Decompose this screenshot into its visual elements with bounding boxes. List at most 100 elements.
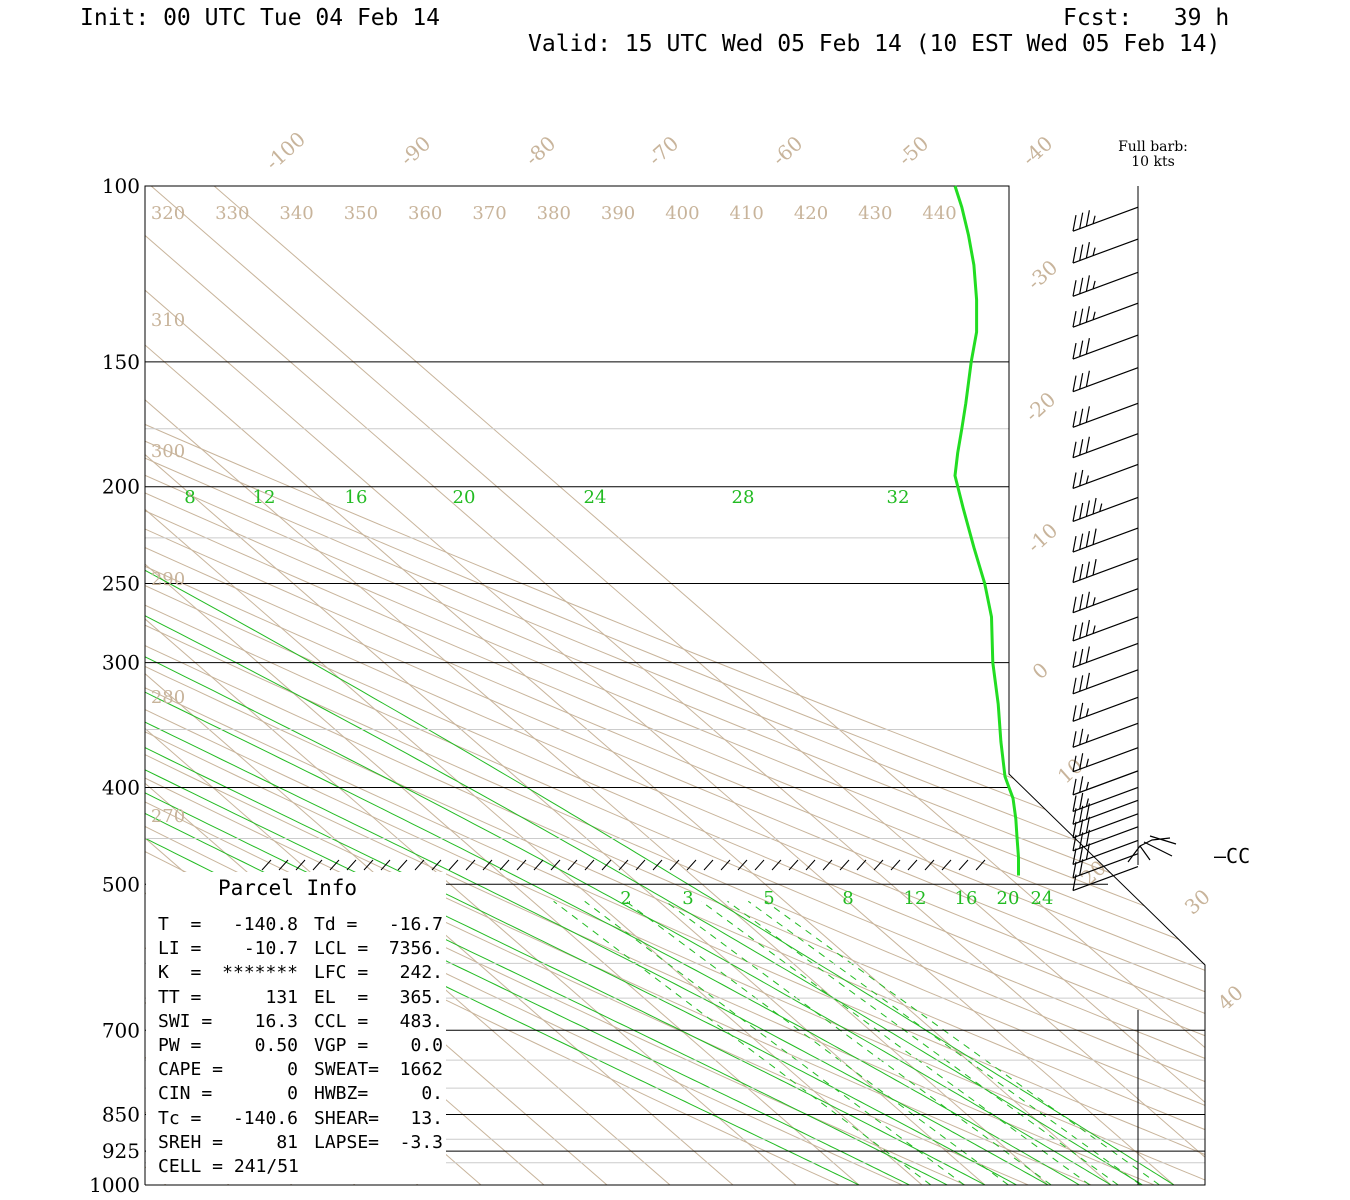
barb-flag — [1072, 677, 1077, 694]
barb-staff — [1072, 865, 1139, 892]
hatch-mark — [720, 859, 731, 871]
wind-barb — [1072, 238, 1139, 264]
barb-flag — [1079, 533, 1084, 550]
barb-staff — [1072, 696, 1139, 722]
barb-flag — [1072, 705, 1077, 722]
barb-flag — [1079, 308, 1084, 325]
mixing-ratio-line — [765, 900, 1160, 1185]
barb-staff — [1072, 853, 1139, 879]
barb-staff — [1072, 786, 1139, 813]
hatch-mark — [924, 859, 935, 871]
plot-border — [144, 185, 1206, 1186]
temperature-profile-line — [953, 185, 1020, 876]
barb-staff — [1072, 588, 1139, 614]
isotherm-line — [145, 186, 1175, 1185]
wind-barb — [1072, 786, 1139, 813]
barb-half-flag — [1085, 781, 1089, 791]
barb-half-flag — [1092, 215, 1096, 224]
parcel-label-right: LFC = — [314, 962, 369, 984]
saturated-adiabat-line — [145, 464, 1080, 1185]
parcel-label-right: Td = — [314, 914, 358, 935]
barb-flag — [1079, 563, 1084, 581]
barb-flag — [1079, 373, 1084, 390]
saturated-adiabat-label: 8 — [184, 487, 195, 508]
barb-flag — [1079, 594, 1084, 611]
barb-flag — [1079, 675, 1084, 692]
barb-staff — [1072, 642, 1139, 668]
hatch-mark — [958, 859, 969, 871]
parcel-value-right: 242. — [399, 962, 443, 984]
barb-flag — [1079, 469, 1084, 487]
parcel-label-left: SWI = — [158, 1010, 213, 1032]
barb-half-flag — [1085, 798, 1089, 807]
parcel-value-right: 365. — [399, 986, 443, 1008]
wind-barb — [1072, 334, 1139, 360]
mixing-ratio-label: 3 — [682, 888, 693, 909]
parcel-info-title: Parcel Info — [218, 876, 358, 900]
pressure-tick-label: 850 — [102, 1102, 140, 1126]
barb-flag — [1072, 280, 1077, 297]
barb-flag — [1079, 244, 1084, 261]
barb-staff — [1072, 367, 1139, 393]
barb-flag — [1085, 241, 1090, 259]
temperature-tick-label: 40 — [1213, 980, 1248, 1015]
saturated-adiabat-label: 20 — [453, 487, 476, 508]
temperature-tick-label: 10 — [1053, 753, 1088, 788]
parcel-label-left: Tc = — [158, 1107, 202, 1129]
barb-staff — [1072, 206, 1139, 232]
site-code: CC — [1226, 844, 1251, 868]
barb-staff — [1072, 271, 1139, 297]
temperature-tick-label: -20 — [1020, 387, 1060, 426]
pressure-tick-label: 1000 — [89, 1173, 140, 1197]
mixing-ratio-line — [584, 900, 965, 1185]
hatch-mark — [686, 859, 697, 871]
barb-staff — [1072, 770, 1139, 796]
parcel-label-right: LAPSE= — [314, 1131, 380, 1153]
theta-label: 340 — [279, 203, 313, 224]
parcel-value-right: -3.3 — [399, 1131, 443, 1153]
barb-flag — [1085, 210, 1090, 227]
isotherm-line — [145, 186, 1205, 1185]
pressure-tick-label: 400 — [102, 775, 140, 799]
barb-flag — [1079, 859, 1084, 876]
parcel-value-right: 483. — [399, 1010, 443, 1032]
wind-barb — [1072, 367, 1139, 393]
isotherm-line — [145, 186, 923, 1185]
isotherm-line — [213, 186, 1205, 1185]
pressure-tick-label: 100 — [102, 174, 140, 198]
parcel-label-left: PW = — [158, 1035, 202, 1056]
isotherm-line — [145, 186, 986, 1185]
saturated-adiabat-label: 32 — [887, 487, 910, 508]
parcel-label-left: CELL = 241/51 — [158, 1156, 299, 1177]
saturated-adiabat-line — [145, 464, 986, 1185]
hatch-mark — [754, 859, 765, 871]
barb-staff — [1072, 496, 1139, 523]
pressure-tick-label: 200 — [102, 475, 140, 499]
parcel-value-left: ******* — [222, 962, 298, 984]
pressure-tick-label: 925 — [102, 1139, 140, 1163]
barb-flag — [1072, 834, 1077, 851]
theta-label: 310 — [151, 310, 185, 331]
hatch-mark — [312, 859, 323, 871]
mixing-ratio-label: 2 — [620, 888, 631, 909]
barb-half-flag — [1085, 734, 1089, 743]
temperature-tick-label: -70 — [643, 131, 683, 170]
barb-flag — [1079, 622, 1084, 639]
parcel-value-left: 0 — [287, 1083, 298, 1105]
barb-flag — [1072, 778, 1077, 795]
wind-barb — [1072, 747, 1139, 773]
wind-barb — [1072, 271, 1139, 297]
hatch-mark — [516, 859, 527, 871]
theta-label: 280 — [151, 687, 185, 708]
barb-staff — [1072, 527, 1139, 553]
hatch-mark — [635, 859, 646, 871]
barb-flag — [1092, 497, 1097, 515]
hatch-mark — [397, 859, 408, 871]
theta-label: 420 — [794, 203, 828, 224]
barb-flag — [1072, 651, 1077, 668]
barb-staff — [1072, 747, 1139, 773]
barb-flag — [1092, 528, 1097, 545]
wind-barb — [1072, 839, 1139, 866]
pressure-tick-label: 300 — [102, 651, 140, 675]
dry-adiabat-line — [145, 186, 1205, 1185]
